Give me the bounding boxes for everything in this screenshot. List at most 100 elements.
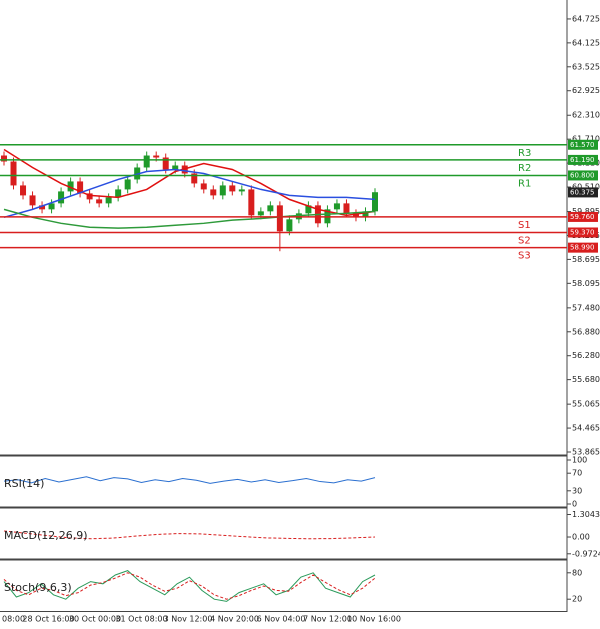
indicator-line <box>3 570 376 602</box>
candle-body <box>191 173 198 184</box>
y-tick-label: 62.310 <box>572 111 600 120</box>
price-tag <box>568 170 598 181</box>
y-tick-label: 53.865 <box>572 448 600 457</box>
candle-body <box>143 155 150 168</box>
candle-body <box>352 213 359 218</box>
indicator-line <box>3 476 376 484</box>
price-tag <box>568 211 598 222</box>
y-tick-label: 56.880 <box>572 327 600 336</box>
level-name: R3 <box>518 148 531 159</box>
candle-body <box>276 205 283 232</box>
candle-body <box>153 155 160 158</box>
y-tick-label: 63.525 <box>572 62 600 71</box>
candle-body <box>305 205 312 214</box>
level-name: S2 <box>518 235 531 246</box>
price-tag <box>568 139 598 150</box>
level-name: R2 <box>518 163 531 174</box>
y-tick-label: 100 <box>572 456 587 465</box>
x-tick-label: 7 Nov 12:00 <box>303 615 352 624</box>
y-tick-label: 56.280 <box>572 351 600 360</box>
candle-body <box>333 203 340 210</box>
level-name: S3 <box>518 251 531 262</box>
y-tick-label: 54.465 <box>572 424 600 433</box>
y-tick-label: 0.00 <box>572 533 590 542</box>
price-tag <box>568 242 598 253</box>
level-name: R1 <box>518 178 531 189</box>
price-tag-label: 58.990 <box>570 244 595 252</box>
last-price-label: 60.375 <box>570 188 595 196</box>
moving-average <box>3 148 376 217</box>
panel-title: Stoch(9,6,3) <box>4 581 72 594</box>
y-tick-label: 58.695 <box>572 255 600 264</box>
y-tick-label: 30 <box>572 486 582 495</box>
candle-body <box>229 185 236 192</box>
y-tick-label: -0.9724 <box>572 549 600 558</box>
candle-body <box>29 195 36 206</box>
moving-average <box>3 208 376 229</box>
y-tick-label: 60.510 <box>572 183 600 192</box>
x-tick-label: 08:00 <box>2 615 25 624</box>
candle-body <box>124 179 131 190</box>
price-tag-label: 61.570 <box>570 141 595 149</box>
candle-body <box>267 205 274 212</box>
candle-body <box>362 211 369 218</box>
y-tick-label: 62.925 <box>572 86 600 95</box>
moving-average <box>3 168 376 219</box>
y-tick-label: 55.680 <box>572 375 600 384</box>
price-tag-label: 59.760 <box>570 213 595 221</box>
last-price-tag <box>568 187 598 198</box>
x-tick-label: 31 Oct 08:00 <box>115 615 167 624</box>
x-tick-label: 10 Nov 16:00 <box>347 615 401 624</box>
candle-body <box>257 211 264 216</box>
indicator-line <box>3 530 376 540</box>
y-tick-label: 64.125 <box>572 38 600 47</box>
price-tag <box>568 154 598 165</box>
level-name: S1 <box>518 220 531 231</box>
y-tick-label: 20 <box>572 595 582 604</box>
candle-body <box>77 181 84 194</box>
price-tag <box>568 227 598 238</box>
candle-body <box>219 185 226 196</box>
y-tick-label: 80 <box>572 568 582 577</box>
x-tick-label: 3 Nov 12:00 <box>164 615 213 624</box>
price-tag-label: 60.800 <box>570 171 595 179</box>
candle-body <box>210 189 217 196</box>
candle-body <box>39 205 46 210</box>
panel-title: MACD(12,26,9) <box>4 529 88 542</box>
price-tag-label: 59.370 <box>570 228 595 236</box>
candle-body <box>162 157 169 170</box>
y-tick-label: 1.3043 <box>572 510 600 519</box>
candle-body <box>172 165 179 170</box>
y-tick-label: 55.065 <box>572 400 600 409</box>
candle-body <box>48 203 55 210</box>
candle-body <box>115 189 122 198</box>
candle-body <box>200 183 207 190</box>
y-tick-label: 57.480 <box>572 303 600 312</box>
candle-body <box>343 203 350 214</box>
candle-body <box>238 189 245 192</box>
candle-body <box>1 155 7 162</box>
x-tick-label: 4 Nov 20:00 <box>210 615 259 624</box>
candle-body <box>105 197 112 204</box>
indicator-line <box>3 572 376 600</box>
candle-body <box>58 191 65 204</box>
candle-body <box>86 193 93 200</box>
candle-body <box>20 185 27 196</box>
x-tick-label: 30 Oct 00:00 <box>69 615 121 624</box>
candle-body <box>67 181 74 192</box>
candle-body <box>286 219 293 232</box>
y-tick-label: 61.710 <box>572 135 600 144</box>
candle-body <box>372 192 378 212</box>
x-tick-label: 28 Oct 16:00 <box>22 615 74 624</box>
y-tick-label: 0 <box>572 500 577 509</box>
panel-title: RSI(14) <box>4 477 44 490</box>
candle-body <box>10 161 17 186</box>
candle-body <box>96 199 103 204</box>
price-tag-label: 61.190 <box>570 156 595 164</box>
candle-body <box>248 189 255 216</box>
y-tick-label: 64.725 <box>572 14 600 23</box>
y-tick-label: 70 <box>572 469 582 478</box>
x-tick-label: 6 Nov 04:00 <box>257 615 306 624</box>
